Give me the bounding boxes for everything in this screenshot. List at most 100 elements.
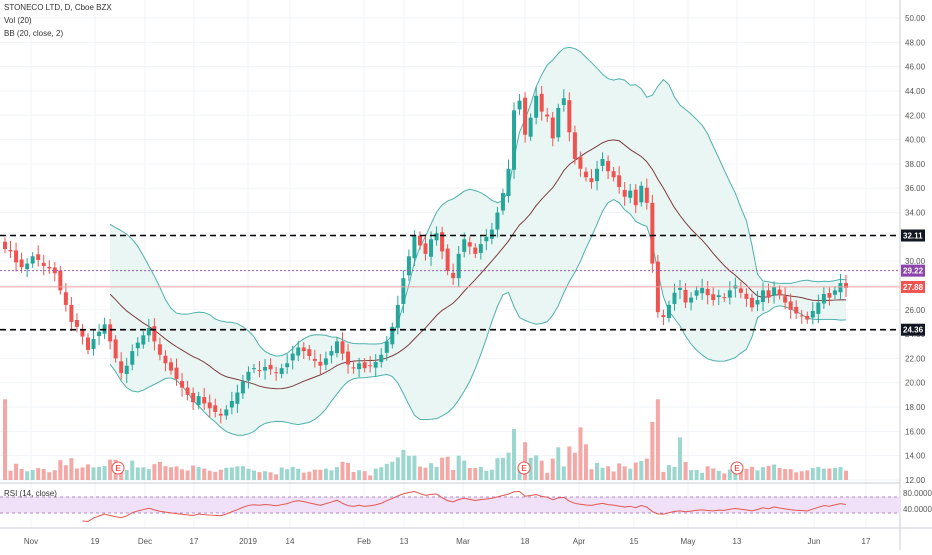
y-tick-label: 30.00 (905, 257, 926, 266)
volume-bar (58, 460, 63, 480)
candle-body (495, 212, 500, 230)
candle-body (218, 413, 223, 416)
y-tick-label: 14.00 (905, 452, 926, 461)
candle-body (755, 300, 760, 305)
volume-bar (240, 466, 245, 480)
candle-body (644, 187, 649, 203)
volume-bar (678, 437, 683, 480)
candle-body (47, 266, 52, 269)
candle-body (523, 97, 528, 135)
volume-bar (772, 464, 777, 480)
volume-bar (622, 466, 627, 480)
volume-bar (412, 455, 417, 480)
candle-body (52, 267, 57, 274)
volume-bar (185, 470, 190, 480)
volume-bar (224, 467, 229, 480)
volume-bar (36, 468, 41, 480)
volume-bar (716, 470, 721, 480)
volume-bar (700, 472, 705, 480)
candle-body (3, 241, 7, 249)
candle-body (711, 294, 716, 301)
candle-body (58, 270, 63, 291)
y-tick-label: 18.00 (905, 403, 926, 412)
candle-body (578, 157, 583, 169)
volume-bar (816, 466, 821, 480)
volume-bar (545, 472, 550, 480)
volume-bar (749, 466, 754, 480)
candle-body (207, 402, 212, 409)
candle-body (113, 339, 118, 359)
volume-bar (661, 471, 666, 480)
volume-bar (52, 470, 57, 480)
y-tick-label: 48.00 (905, 38, 926, 47)
volume-bar (805, 470, 810, 480)
x-tick-label: Feb (357, 537, 371, 546)
volume-bar (672, 466, 677, 480)
bollinger-legend[interactable]: BB (20, close, 2) (4, 29, 64, 38)
candle-body (821, 293, 826, 304)
y-tick-label: 46.00 (905, 63, 926, 72)
volume-bar (783, 469, 788, 480)
candle-body (816, 302, 821, 314)
volume-bar (141, 467, 146, 480)
x-tick-label: 15 (630, 537, 639, 546)
volume-bar (3, 399, 7, 480)
candle-body (30, 256, 35, 264)
symbol-legend[interactable]: STONECO LTD, D, Cboe BZX (4, 3, 112, 12)
volume-bar (755, 470, 760, 480)
earnings-marker (730, 461, 744, 475)
volume-bar (489, 469, 494, 480)
candle-body (761, 290, 766, 303)
y-tick-label: 38.00 (905, 160, 926, 169)
candle-body (14, 250, 19, 263)
volume-bar (534, 455, 539, 480)
candle-body (357, 363, 362, 370)
candle-body (489, 229, 494, 239)
volume-bar (827, 468, 832, 480)
candle-body (8, 249, 13, 252)
candle-body (545, 114, 550, 117)
volume-bar (285, 469, 290, 480)
price-badge-label: 29.22 (903, 267, 924, 276)
x-tick-label: 18 (521, 537, 530, 546)
candle-body (744, 293, 749, 299)
earnings-marker (517, 461, 531, 475)
volume-bar (146, 469, 151, 480)
volume-legend[interactable]: Vol (20) (4, 16, 32, 25)
candle-body (251, 368, 256, 370)
candle-body (700, 287, 705, 294)
candle-body (838, 283, 843, 293)
volume-bar (683, 461, 688, 480)
volume-bar (832, 467, 837, 480)
volume-bar (777, 467, 782, 480)
y-tick-label: 12.00 (905, 476, 926, 485)
volume-bar (644, 458, 649, 480)
volume-bar (611, 471, 616, 480)
volume-bar (157, 461, 162, 480)
volume-bar (384, 463, 389, 480)
candle-body (41, 262, 46, 267)
candle-body (301, 347, 306, 352)
rsi-tick-label: 40.0000 (903, 505, 932, 514)
candle-body (334, 341, 339, 354)
candle-body (351, 367, 356, 369)
candle-body (462, 239, 467, 252)
volume-bar (395, 457, 400, 480)
bollinger-band-fill (110, 47, 846, 436)
candle-body (19, 259, 24, 268)
volume-bar (666, 465, 671, 480)
volume-bar (589, 469, 594, 480)
volume-bar (761, 467, 766, 480)
candle-body (368, 365, 373, 367)
candle-body (157, 344, 162, 355)
candle-body (384, 341, 389, 353)
rsi-legend[interactable]: RSI (14, close) (4, 489, 57, 498)
candle-body (274, 372, 279, 374)
candle-body (417, 235, 422, 246)
volume-bar (196, 467, 201, 480)
volume-bar (135, 467, 140, 480)
candle-body (80, 329, 85, 337)
volume-bar (567, 446, 572, 480)
